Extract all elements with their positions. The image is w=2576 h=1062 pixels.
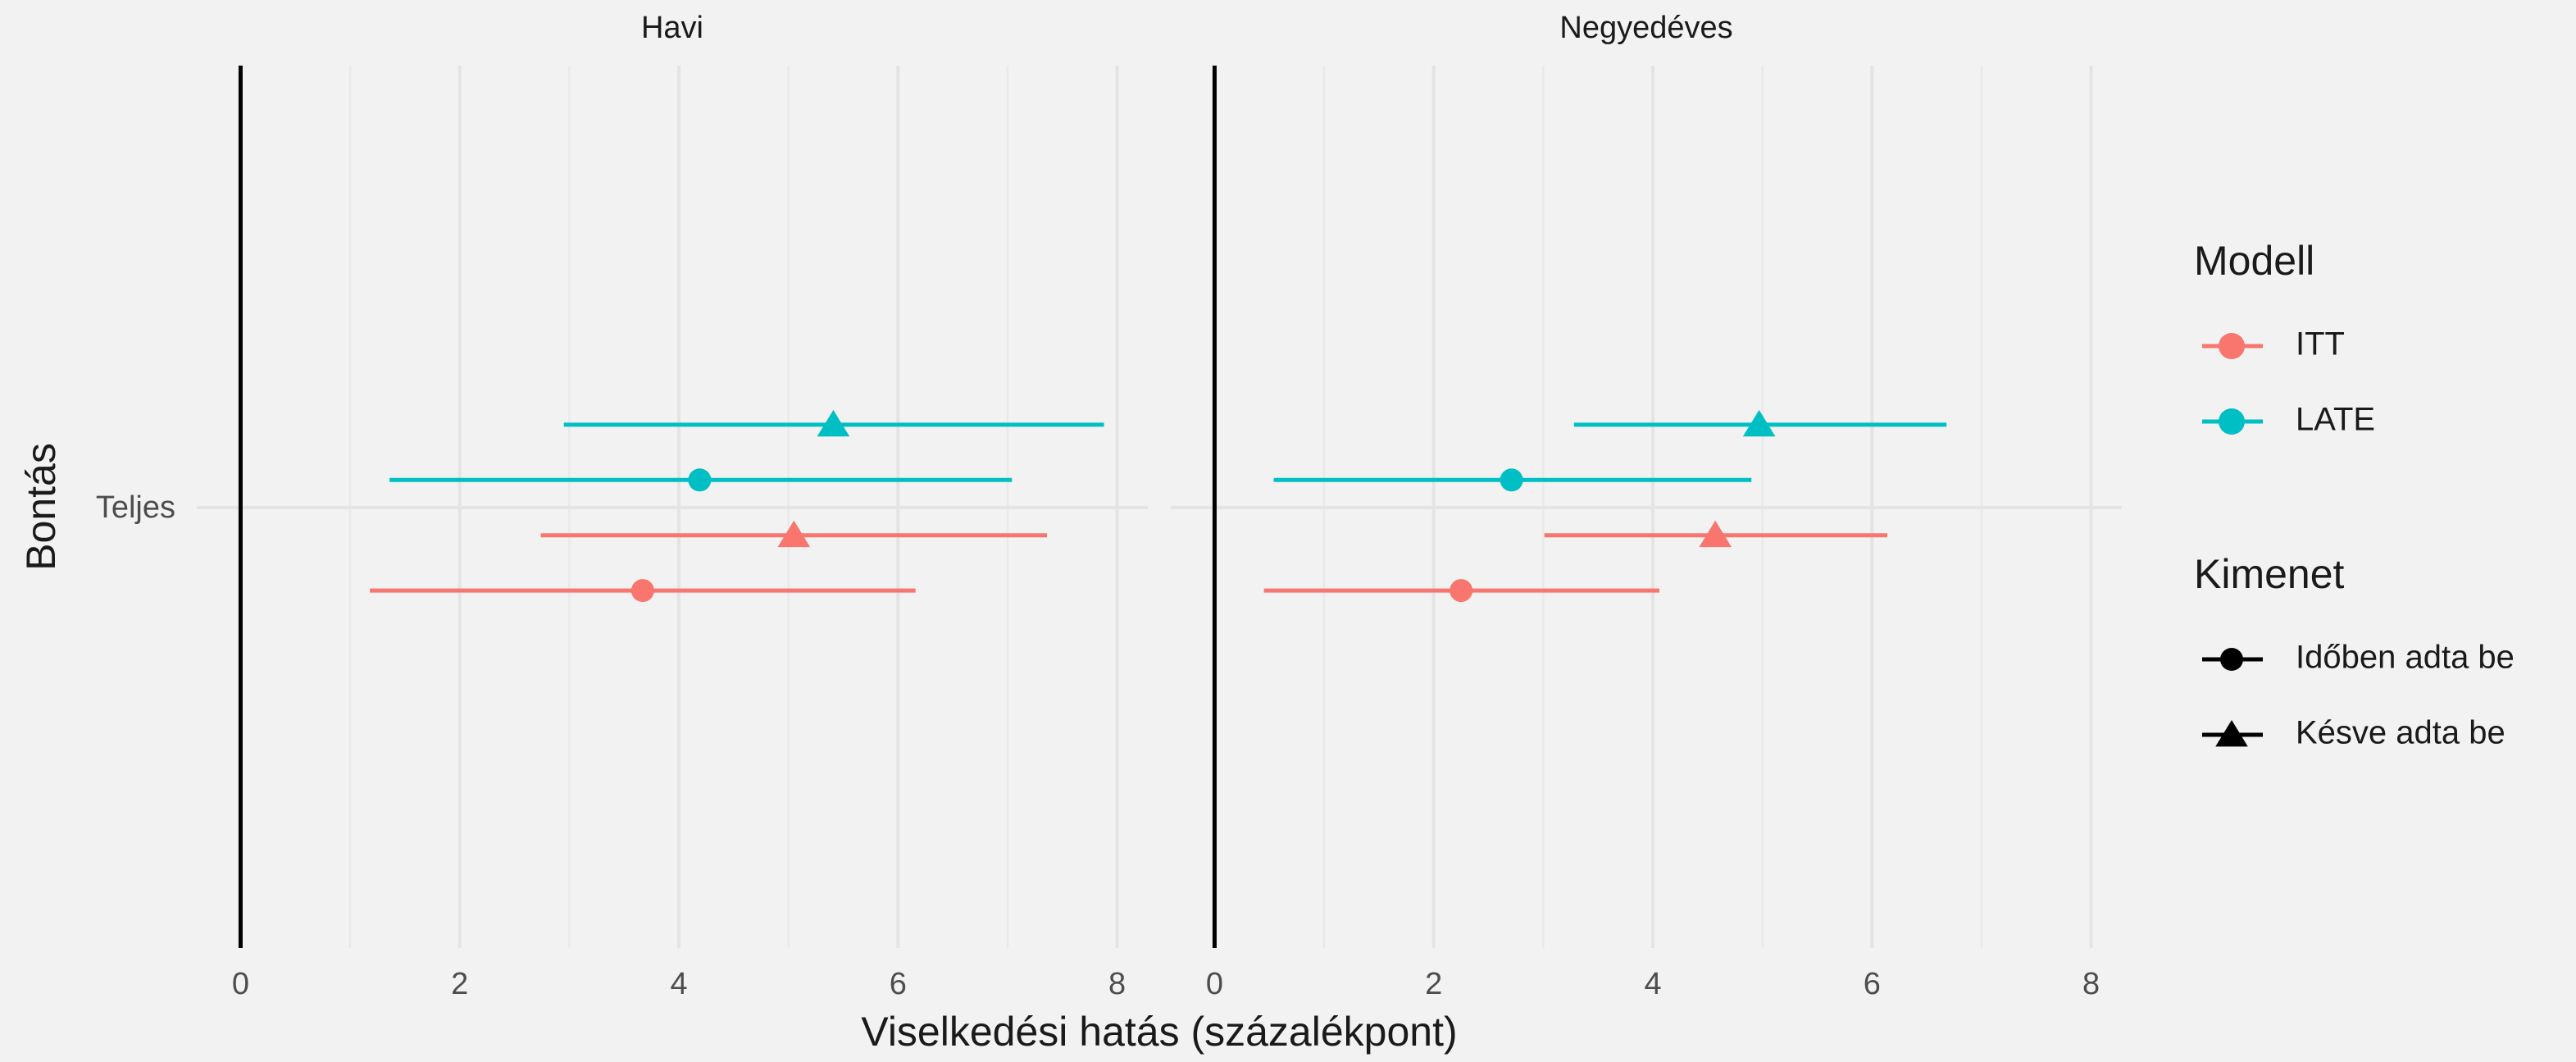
legend-title: Modell <box>2194 238 2314 284</box>
facet-title: Havi <box>641 11 703 45</box>
legend-label: Időben adta be <box>2296 640 2515 676</box>
x-tick-label: 2 <box>451 967 468 1001</box>
x-tick-label: 4 <box>670 967 687 1001</box>
x-tick-label: 8 <box>2082 967 2100 1001</box>
point <box>817 409 850 437</box>
x-tick-label: 6 <box>890 967 907 1001</box>
y-axis-title: Bontás <box>18 443 64 571</box>
point <box>1699 520 1732 548</box>
y-tick-label: Teljes <box>96 490 175 525</box>
point <box>630 579 654 603</box>
legend-key <box>2215 720 2248 747</box>
point <box>688 468 712 492</box>
legend-label: ITT <box>2296 326 2345 362</box>
legend-title: Kimenet <box>2194 551 2345 597</box>
facet-title: Negyedéves <box>1559 11 1732 45</box>
point <box>1450 579 1473 603</box>
x-tick-label: 4 <box>1644 967 1661 1001</box>
legend-label: LATE <box>2296 402 2375 438</box>
x-tick-label: 0 <box>1206 967 1223 1001</box>
x-tick-label: 0 <box>232 967 249 1001</box>
x-tick-label: 2 <box>1425 967 1442 1001</box>
point <box>777 520 811 548</box>
x-tick-label: 6 <box>1864 967 1881 1001</box>
point <box>1742 409 1776 437</box>
legend-label: Késve adta be <box>2296 715 2505 751</box>
x-tick-label: 8 <box>1108 967 1126 1001</box>
point <box>1500 468 1523 492</box>
legend-key <box>2220 648 2243 671</box>
legend-key <box>2219 333 2245 359</box>
x-axis-title: Viselkedési hatás (százalékpont) <box>861 1009 1457 1055</box>
legend-key <box>2219 408 2245 435</box>
